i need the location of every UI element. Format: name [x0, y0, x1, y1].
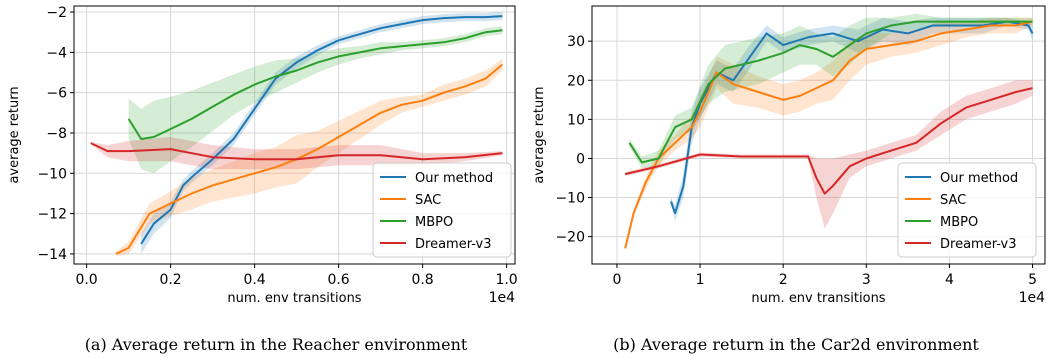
caption-b: (b) Average return in the Car2d environm…	[613, 335, 979, 354]
legend-box	[372, 162, 512, 258]
y-tick-label: −6	[46, 86, 67, 102]
legend-label: SAC	[940, 193, 966, 208]
x-tick-label: 0.6	[327, 272, 349, 288]
series-line	[115, 63, 504, 255]
series-line	[628, 20, 1033, 164]
series-line	[90, 142, 503, 161]
x-tick-label: 3	[862, 272, 871, 288]
x-tick-label: 0	[612, 272, 621, 288]
confidence-band	[629, 13, 1033, 169]
series-line	[127, 29, 503, 140]
legend-label: Our method	[415, 171, 493, 186]
y-tick-label: 0	[576, 151, 585, 167]
series-line	[624, 20, 1033, 249]
y-tick-label: 30	[567, 34, 585, 50]
x-tick-label: 0.0	[75, 272, 97, 288]
chart-car2d: 0 1 2 3 4 5 −20 −10 0 10 20 30 num. env transitions 1…	[532, 5, 1046, 306]
x-tick-label: 0.8	[411, 272, 433, 288]
legend-label: MBPO	[940, 215, 978, 230]
chart-reacher: 0.0 0.2 0.4 0.6 0.8 1.0 −14 −12 −10 −8 −6 −4 −2 num. …	[7, 5, 518, 306]
series-line	[140, 15, 503, 245]
legend: Our method SAC MBPO Dreamer-v3	[372, 162, 512, 258]
x-axis-label: num. env transitions	[227, 291, 361, 306]
legend: Our method SAC MBPO Dreamer-v3	[897, 162, 1037, 258]
legend-box	[897, 162, 1037, 258]
legend-label: Dreamer-v3	[940, 237, 1017, 252]
x-axis-multiplier: 1e4	[489, 290, 516, 306]
x-axis-multiplier: 1e4	[1019, 290, 1046, 306]
y-axis-label: average return	[532, 86, 547, 183]
y-tick-label: −12	[37, 207, 67, 223]
y-axis-label: average return	[7, 86, 22, 183]
legend-label: Our method	[940, 171, 1018, 186]
y-tick-label: −4	[46, 45, 67, 61]
x-tick-label: 0.2	[159, 272, 181, 288]
series-line	[624, 87, 1033, 195]
caption-a: (a) Average return in the Reacher enviro…	[85, 335, 468, 354]
y-tick-label: 10	[567, 112, 585, 128]
y-tick-label: −10	[37, 166, 67, 182]
confidence-band	[90, 137, 503, 170]
x-tick-label: 5	[1028, 272, 1037, 288]
y-tick-label: −8	[46, 126, 67, 142]
y-tick-label: −10	[555, 191, 585, 207]
series-line	[670, 20, 1034, 215]
x-axis-label: num. env transitions	[751, 291, 885, 306]
y-tick-label: −20	[555, 230, 585, 246]
plot-frame	[591, 5, 1046, 265]
x-tick-label: 1	[696, 272, 705, 288]
confidence-band	[625, 17, 1033, 251]
legend-label: Dreamer-v3	[415, 237, 492, 252]
legend-label: SAC	[415, 193, 441, 208]
x-tick-label: 2	[779, 272, 788, 288]
legend-label: MBPO	[415, 215, 453, 230]
x-tick-label: 1.0	[495, 272, 517, 288]
y-tick-label: −14	[37, 247, 67, 263]
y-tick-label: 20	[567, 73, 585, 89]
x-tick-label: 4	[945, 272, 954, 288]
y-tick-label: −2	[46, 5, 67, 21]
confidence-band	[128, 26, 503, 174]
plot-frame	[73, 5, 516, 265]
x-tick-label: 0.4	[243, 272, 265, 288]
